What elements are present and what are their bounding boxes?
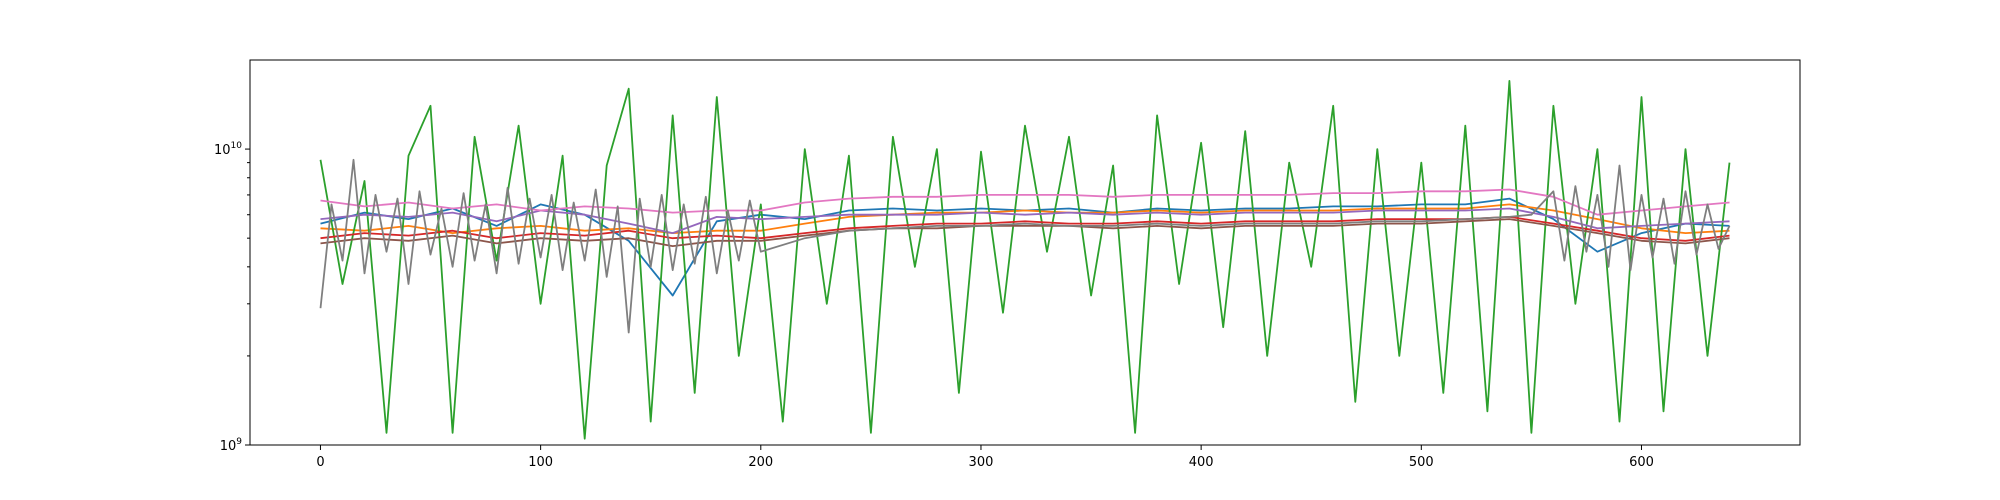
series-layer xyxy=(319,80,1731,440)
x-axis: 0 100 200 300 400 500 600 xyxy=(316,445,1654,470)
series-line-2 xyxy=(320,203,1730,234)
y-tick-base: 10 xyxy=(220,439,237,454)
x-tick-label: 200 xyxy=(748,455,773,470)
series-line-5 xyxy=(320,207,1730,234)
x-tick-label: 300 xyxy=(969,455,994,470)
y-tick-exponent: 10 xyxy=(231,141,243,151)
series-line-3 xyxy=(319,80,1731,440)
x-tick-label: 0 xyxy=(316,455,324,470)
plot-background xyxy=(250,60,1800,445)
series-line-6 xyxy=(320,218,1730,247)
x-tick-label: 500 xyxy=(1409,455,1434,470)
y-tick-label: 109 xyxy=(220,437,243,454)
series-line-8 xyxy=(319,158,1731,334)
y-tick-label: 1010 xyxy=(214,141,242,158)
series-line-7 xyxy=(320,188,1730,216)
y-tick-exponent: 9 xyxy=(236,437,242,447)
x-tick-label: 600 xyxy=(1629,455,1654,470)
plot-frame xyxy=(249,59,1801,446)
x-tick-label: 400 xyxy=(1189,455,1214,470)
x-tick-label: 100 xyxy=(528,455,553,470)
y-tick-base: 10 xyxy=(214,143,231,158)
